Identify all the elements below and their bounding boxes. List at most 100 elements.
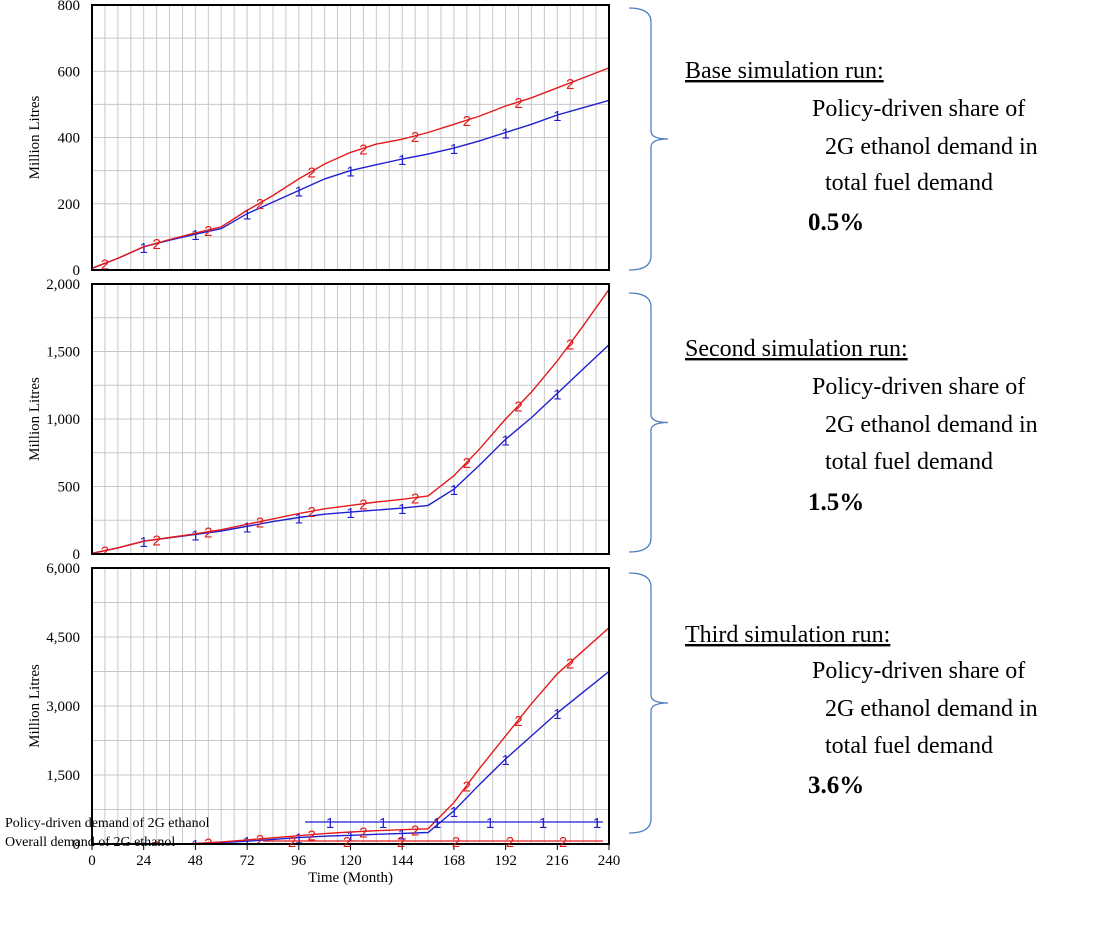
series-marker-2: 2	[514, 399, 522, 416]
annotation-line: total fuel demand	[825, 449, 993, 475]
y-axis-label: Million Litres	[27, 664, 43, 748]
y-tick-label: 600	[58, 64, 81, 80]
series-line-1	[175, 670, 609, 844]
legend-marker-1: 1	[379, 815, 387, 832]
annotations: Base simulation run: Policy-driven share…	[628, 7, 1038, 834]
legend-marker-2: 2	[559, 834, 567, 851]
series-marker-2: 2	[256, 196, 264, 213]
series-marker-2: 2	[256, 515, 264, 532]
series-marker-2: 2	[152, 236, 160, 253]
series-marker-2: 2	[101, 544, 109, 561]
series-marker-1: 1	[346, 828, 354, 845]
x-axis-label: Time (Month)	[308, 870, 393, 886]
legend-marker-1: 1	[486, 815, 494, 832]
braces	[628, 7, 669, 834]
series-marker-1: 1	[501, 432, 509, 449]
series-marker-1: 1	[398, 501, 406, 518]
series-marker-1: 1	[243, 207, 251, 224]
series-marker-2: 2	[308, 828, 316, 845]
series-line-2	[92, 288, 609, 554]
annotation-second-run: Second simulation run: Policy-driven sha…	[685, 336, 1038, 516]
series-marker-2: 2	[463, 778, 471, 795]
annotation-percent: 3.6%	[808, 772, 864, 799]
series-marker-2: 2	[152, 532, 160, 549]
y-axis-label: Million Litres	[27, 377, 43, 461]
series-marker-2: 2	[256, 832, 264, 849]
series-marker-2: 2	[152, 838, 160, 855]
series-marker-1: 1	[553, 386, 561, 403]
series-marker-2: 2	[359, 141, 367, 158]
series-marker-2: 2	[101, 256, 109, 273]
legend-label-policy: Policy-driven demand of 2G ethanol	[5, 816, 210, 831]
series-marker-1: 1	[553, 108, 561, 125]
legend-marker-1: 1	[326, 815, 334, 832]
legend: Policy-driven demand of 2G ethanol Overa…	[5, 815, 603, 851]
series-marker-1: 1	[88, 261, 96, 278]
y-tick-label: 0	[73, 547, 81, 563]
series-marker-2: 2	[204, 223, 212, 240]
x-tick-label: 192	[494, 853, 517, 869]
y-tick-label: 0	[73, 837, 81, 853]
series-marker-2: 2	[566, 76, 574, 93]
series-marker-1: 1	[140, 534, 148, 551]
series-marker-1: 1	[450, 141, 458, 158]
series-marker-2: 2	[566, 655, 574, 672]
plot-frame	[91, 283, 610, 555]
y-tick-label: 500	[58, 480, 81, 496]
series-marker-2: 2	[514, 95, 522, 112]
x-tick-label: 96	[291, 853, 307, 869]
series-marker-2: 2	[411, 491, 419, 508]
series-marker-2: 2	[463, 455, 471, 472]
series-marker-1: 1	[191, 227, 199, 244]
series-marker-2: 2	[308, 164, 316, 181]
legend-marker-2: 2	[452, 834, 460, 851]
legend-marker-2: 2	[506, 834, 514, 851]
plot-frame	[91, 4, 610, 271]
series-marker-1: 1	[191, 837, 199, 854]
y-tick-label: 400	[58, 131, 81, 147]
y-tick-label: 1,000	[46, 412, 80, 428]
chart-panel-2: 0 500 1,000 1,500 2,000 Million Litres 1 1 1 1 1 1 1…	[27, 277, 610, 563]
annotation-line: 2G ethanol demand in	[825, 134, 1038, 160]
series-marker-1: 1	[295, 831, 303, 848]
annotation-heading: Second simulation run:	[685, 336, 908, 362]
y-tick-label: 200	[58, 197, 81, 213]
series-marker-1: 1	[243, 519, 251, 536]
x-tick-label: 48	[188, 853, 203, 869]
y-tick-label: 4,500	[46, 630, 80, 646]
legend-marker-1: 1	[539, 815, 547, 832]
series-marker-1: 1	[346, 164, 354, 181]
legend-marks: 1 1 1 1 1 12 2 2 2 2 2	[263, 815, 603, 851]
series-marker-1: 1	[295, 184, 303, 201]
series-marker-1: 1	[553, 706, 561, 723]
annotation-line: total fuel demand	[825, 733, 993, 759]
annotation-percent: 1.5%	[808, 489, 864, 516]
series-marker-2: 2	[359, 824, 367, 841]
legend-marker-2: 2	[343, 834, 351, 851]
y-tick-label: 6,000	[46, 561, 80, 577]
series-marker-1: 1	[140, 839, 148, 856]
series-marker-1: 1	[88, 546, 96, 563]
annotation-line: Policy-driven share of	[812, 96, 1025, 122]
x-tick-label: 0	[88, 853, 96, 869]
y-tick-label: 2,000	[46, 277, 80, 293]
series-marker-1: 1	[191, 527, 199, 544]
annotation-third-run: Third simulation run: Policy-driven shar…	[685, 622, 1038, 799]
y-tick-label: 3,000	[46, 699, 80, 715]
legend-marker-2: 2	[288, 834, 296, 851]
x-tick-label: 168	[443, 853, 466, 869]
x-tick-label: 120	[339, 853, 362, 869]
x-tick-label: 24	[136, 853, 152, 869]
annotation-line: 2G ethanol demand in	[825, 696, 1038, 722]
series-marker-1: 1	[140, 240, 148, 257]
legend-marker-1: 1	[433, 815, 441, 832]
y-tick-label: 1,500	[46, 345, 80, 361]
series-line-1	[92, 99, 609, 269]
annotation-heading: Third simulation run:	[685, 622, 890, 648]
series-line-2	[92, 67, 609, 269]
y-tick-label: 800	[58, 0, 81, 14]
